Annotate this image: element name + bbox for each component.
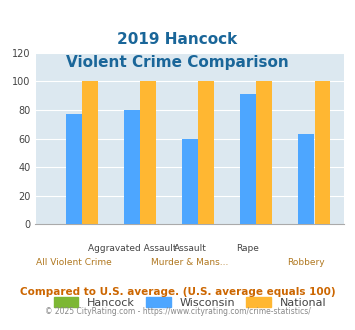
Bar bbox=[82, 82, 98, 224]
Bar bbox=[256, 82, 272, 224]
Bar bbox=[298, 134, 314, 224]
Bar bbox=[315, 82, 330, 224]
Text: Assault: Assault bbox=[174, 244, 206, 253]
Text: Robbery: Robbery bbox=[288, 258, 325, 267]
Text: © 2025 CityRating.com - https://www.cityrating.com/crime-statistics/: © 2025 CityRating.com - https://www.city… bbox=[45, 307, 310, 316]
Bar bbox=[66, 114, 82, 224]
Text: Compared to U.S. average. (U.S. average equals 100): Compared to U.S. average. (U.S. average … bbox=[20, 287, 335, 297]
Text: Aggravated Assault: Aggravated Assault bbox=[88, 244, 176, 253]
Text: Violent Crime Comparison: Violent Crime Comparison bbox=[66, 55, 289, 70]
Text: Murder & Mans...: Murder & Mans... bbox=[151, 258, 229, 267]
Bar bbox=[124, 110, 140, 224]
Text: All Violent Crime: All Violent Crime bbox=[36, 258, 111, 267]
Text: 2019 Hancock: 2019 Hancock bbox=[118, 32, 237, 47]
Text: Rape: Rape bbox=[237, 244, 260, 253]
Legend: Hancock, Wisconsin, National: Hancock, Wisconsin, National bbox=[54, 297, 326, 308]
Bar bbox=[198, 82, 214, 224]
Bar bbox=[140, 82, 156, 224]
Bar bbox=[182, 139, 198, 224]
Bar bbox=[240, 94, 256, 224]
